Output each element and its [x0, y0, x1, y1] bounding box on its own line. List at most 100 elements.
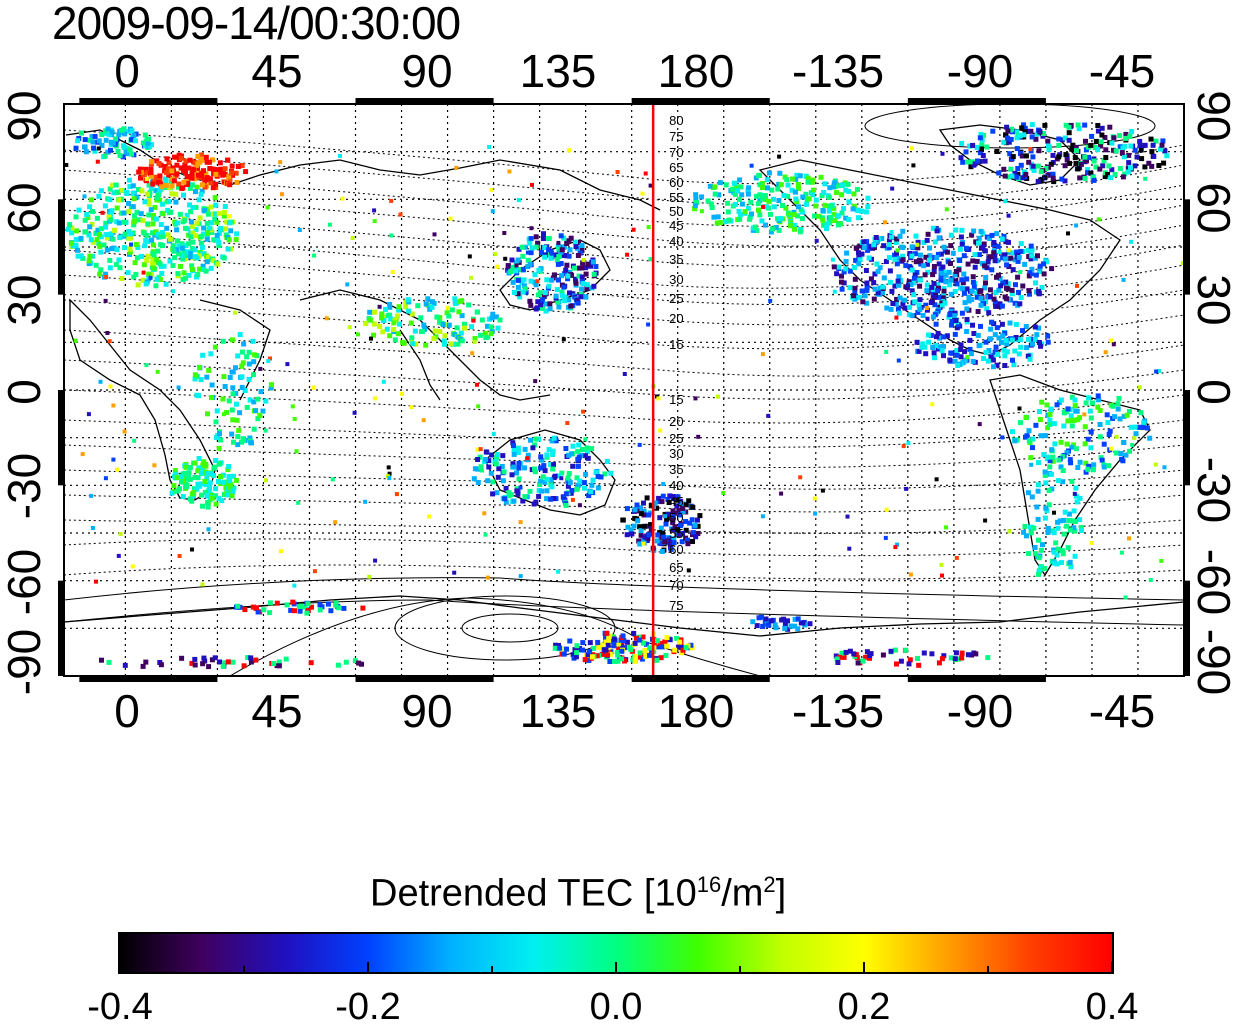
tec-data-point: [192, 460, 198, 466]
tec-data-point: [228, 481, 234, 487]
tec-data-point: [182, 256, 188, 262]
tec-data-point: [946, 269, 952, 275]
tec-data-point: [141, 270, 146, 275]
tec-data-point: [969, 288, 975, 294]
tec-data-point: [391, 327, 397, 333]
tec-data-point: [1149, 149, 1155, 155]
tec-data-point: [1026, 273, 1032, 279]
tec-data-point: [969, 297, 975, 302]
tec-data-point: [153, 283, 159, 289]
tec-data-point: [567, 247, 573, 253]
tec-data-point: [999, 321, 1005, 327]
tec-data-point: [210, 166, 216, 172]
tec-data-point: [90, 253, 96, 259]
tec-data-point: [188, 234, 194, 240]
tec-data-point: [82, 144, 87, 150]
tec-data-point: [561, 651, 567, 657]
tec-data-point: [163, 178, 169, 183]
tec-data-point: [204, 175, 210, 181]
tec-data-point: [216, 210, 222, 216]
tec-data-point: [90, 239, 96, 245]
tec-data-point: [195, 161, 201, 167]
tec-data-point: [641, 500, 646, 506]
tec-data-point: [654, 505, 660, 511]
tec-data-point: [1026, 438, 1032, 444]
tec-data-point: [589, 482, 595, 488]
tec-data-point: [271, 661, 277, 666]
tec-data-point: [925, 332, 931, 338]
tec-data-point: [971, 284, 977, 290]
tec-data-point: [666, 500, 672, 505]
tec-data-point: [506, 493, 512, 499]
tec-data-point: [544, 452, 550, 458]
tec-data-point: [712, 191, 718, 197]
tec-data-point: [640, 634, 646, 640]
tec-data-point: [157, 173, 163, 179]
tec-data-point: [442, 333, 448, 339]
tec-data-point: [622, 372, 627, 376]
tec-data-point: [628, 527, 634, 533]
tec-data-point: [894, 250, 899, 256]
tec-data-point: [142, 132, 148, 138]
tec-data-point: [1030, 154, 1036, 160]
tec-data-point: [330, 477, 335, 482]
tec-data-point: [490, 311, 496, 317]
tec-data-point: [541, 231, 546, 237]
tec-data-point: [198, 152, 204, 158]
tec-data-point: [841, 654, 847, 660]
tec-data-point: [757, 212, 763, 218]
tec-data-point: [755, 201, 761, 207]
lon-label-bottom: 90: [401, 685, 453, 737]
tec-data-point: [911, 292, 917, 298]
tec-data-point: [792, 189, 798, 195]
tec-data-point: [1066, 518, 1072, 523]
tec-data-point: [213, 419, 219, 425]
tec-data-point: [633, 635, 639, 641]
tec-data-point: [917, 297, 923, 303]
tec-data-point: [900, 257, 906, 263]
tec-data-point: [1153, 462, 1158, 467]
tec-data-point: [611, 636, 617, 642]
tec-data-point: [255, 416, 261, 422]
tec-data-point: [918, 261, 924, 267]
tec-data-point: [686, 568, 691, 573]
tec-data-point: [966, 298, 972, 304]
tec-data-point: [168, 209, 174, 215]
frame-segment: [355, 98, 494, 104]
tec-data-point: [133, 271, 139, 277]
tec-data-point: [559, 470, 565, 476]
tec-data-point: [967, 346, 973, 352]
tec-data-point: [506, 490, 512, 496]
tec-data-point: [587, 649, 593, 654]
tec-data-point: [953, 278, 959, 284]
tec-data-point: [916, 302, 922, 308]
tec-data-point: [1042, 472, 1048, 478]
tec-data-point: [515, 284, 521, 290]
tec-data-point: [260, 408, 266, 414]
tec-data-point: [486, 458, 492, 464]
tec-data-point: [948, 232, 954, 238]
tec-data-point: [982, 263, 988, 269]
tec-data-point: [503, 499, 509, 505]
tec-data-point: [121, 210, 127, 216]
lon-label-bottom: 135: [519, 685, 597, 737]
tec-data-point: [1026, 337, 1031, 342]
tec-data-point: [573, 654, 579, 660]
tec-data-point: [836, 183, 842, 189]
tec-data-point: [822, 202, 828, 208]
tec-data-point: [535, 240, 541, 246]
tec-data-point: [1069, 444, 1075, 450]
tec-data-point: [1117, 133, 1123, 139]
tec-data-point: [472, 466, 478, 472]
tec-data-point: [233, 477, 239, 483]
tec-data-point: [144, 170, 150, 176]
tec-data-point: [1010, 154, 1016, 160]
tec-data-point: [172, 255, 178, 261]
tec-data-point: [615, 170, 620, 174]
tec-data-point: [853, 257, 859, 263]
tec-data-point: [843, 215, 849, 221]
tec-data-point: [680, 509, 686, 515]
tec-data-point: [827, 185, 833, 191]
tec-data-point: [462, 325, 467, 331]
